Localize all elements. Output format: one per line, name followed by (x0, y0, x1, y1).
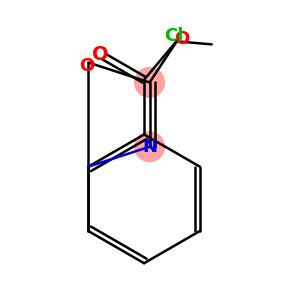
Text: O: O (80, 57, 95, 75)
Circle shape (135, 68, 164, 97)
Circle shape (135, 132, 164, 162)
Text: O: O (92, 44, 109, 64)
Text: N: N (142, 138, 157, 156)
Text: O: O (174, 30, 189, 48)
Text: Cl: Cl (164, 26, 183, 44)
